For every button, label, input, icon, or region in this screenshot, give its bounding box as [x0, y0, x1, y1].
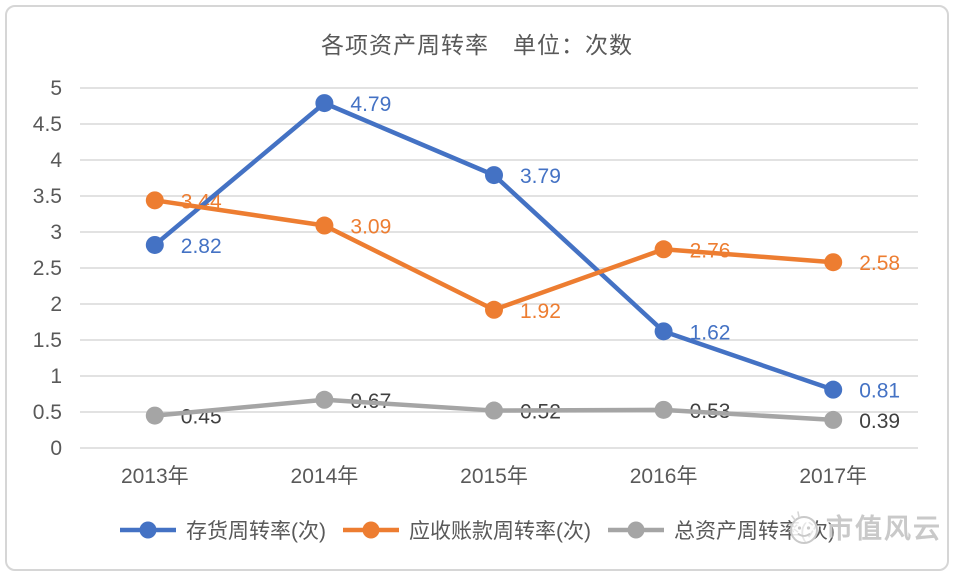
series-line-0	[152, 100, 836, 392]
legend-label: 应收账款周转率(次)	[409, 520, 591, 543]
y-axis-tick-label: 0	[50, 437, 62, 460]
x-axis-category-label: 2015年	[460, 465, 528, 488]
data-point-marker	[145, 406, 164, 425]
data-label-layer: 2.824.793.791.620.813.443.091.922.762.58…	[181, 93, 900, 433]
data-point-label: 0.39	[859, 410, 900, 433]
series-line-1	[152, 198, 836, 313]
data-point-marker	[315, 94, 334, 113]
data-point-marker	[654, 240, 673, 259]
chart-title: 各项资产周转率 单位：次数	[321, 32, 633, 58]
data-point-marker	[485, 401, 503, 420]
data-point-marker	[824, 253, 843, 272]
data-point-marker	[315, 390, 334, 409]
y-axis-tick-label: 3	[50, 221, 62, 244]
data-point-marker	[654, 400, 673, 419]
x-axis-category-label: 2013年	[121, 465, 189, 488]
x-axis-category-label: 2016年	[630, 465, 698, 488]
data-point-marker	[824, 380, 843, 399]
data-point-label: 0.81	[859, 380, 900, 403]
legend-marker-line-dot	[120, 521, 176, 539]
y-axis-tick-label: 5	[50, 77, 62, 100]
x-axis-category-label: 2014年	[291, 465, 359, 488]
data-point-marker	[485, 300, 503, 319]
y-axis-tick-label: 4.5	[33, 113, 62, 136]
data-point-label: 3.09	[350, 216, 391, 239]
x-axis-category-label: 2017年	[799, 465, 867, 488]
legend-item-inventory-turnover: 存货周转率(次)	[119, 515, 326, 545]
data-point-marker	[654, 322, 673, 341]
data-point-label: 4.79	[350, 93, 391, 116]
data-point-label: 2.82	[181, 235, 222, 258]
line-chart-plot-area: 0 0.5 1 1.5 2 2.5 3 3.5 4 4.5 5 2013年 2014年 2015年 2016…	[33, 77, 918, 488]
data-point-marker	[145, 191, 164, 210]
y-axis-tick-label: 2.5	[33, 257, 62, 280]
legend-item-receivables-turnover: 应收账款周转率(次)	[342, 515, 591, 545]
data-point-label: 3.79	[520, 165, 561, 188]
legend-marker-line-dot	[608, 521, 664, 539]
data-point-label: 1.92	[520, 300, 561, 323]
data-point-marker	[145, 235, 164, 254]
y-axis-tick-label: 1.5	[33, 329, 62, 352]
data-point-marker	[824, 410, 843, 429]
smiley-face-logo-icon	[788, 510, 818, 544]
series-line-layer	[152, 100, 836, 423]
y-axis-tick-label: 3.5	[33, 185, 62, 208]
y-axis-tick-label: 1	[50, 365, 62, 388]
watermark-text: 市值风云	[826, 514, 942, 544]
data-point-label: 1.62	[690, 321, 731, 344]
data-point-marker-layer	[145, 94, 843, 429]
legend-marker-line-dot	[343, 521, 399, 539]
data-point-marker	[315, 216, 334, 235]
y-axis-tick-label: 0.5	[33, 401, 62, 424]
y-axis-tick-label: 4	[50, 149, 62, 172]
watermark-shizhifengyun: 市值风云	[786, 507, 942, 546]
legend-label: 存货周转率(次)	[186, 520, 326, 543]
data-point-marker	[485, 166, 503, 185]
y-axis-tick-label: 2	[50, 293, 62, 316]
data-point-label: 2.58	[859, 252, 900, 275]
